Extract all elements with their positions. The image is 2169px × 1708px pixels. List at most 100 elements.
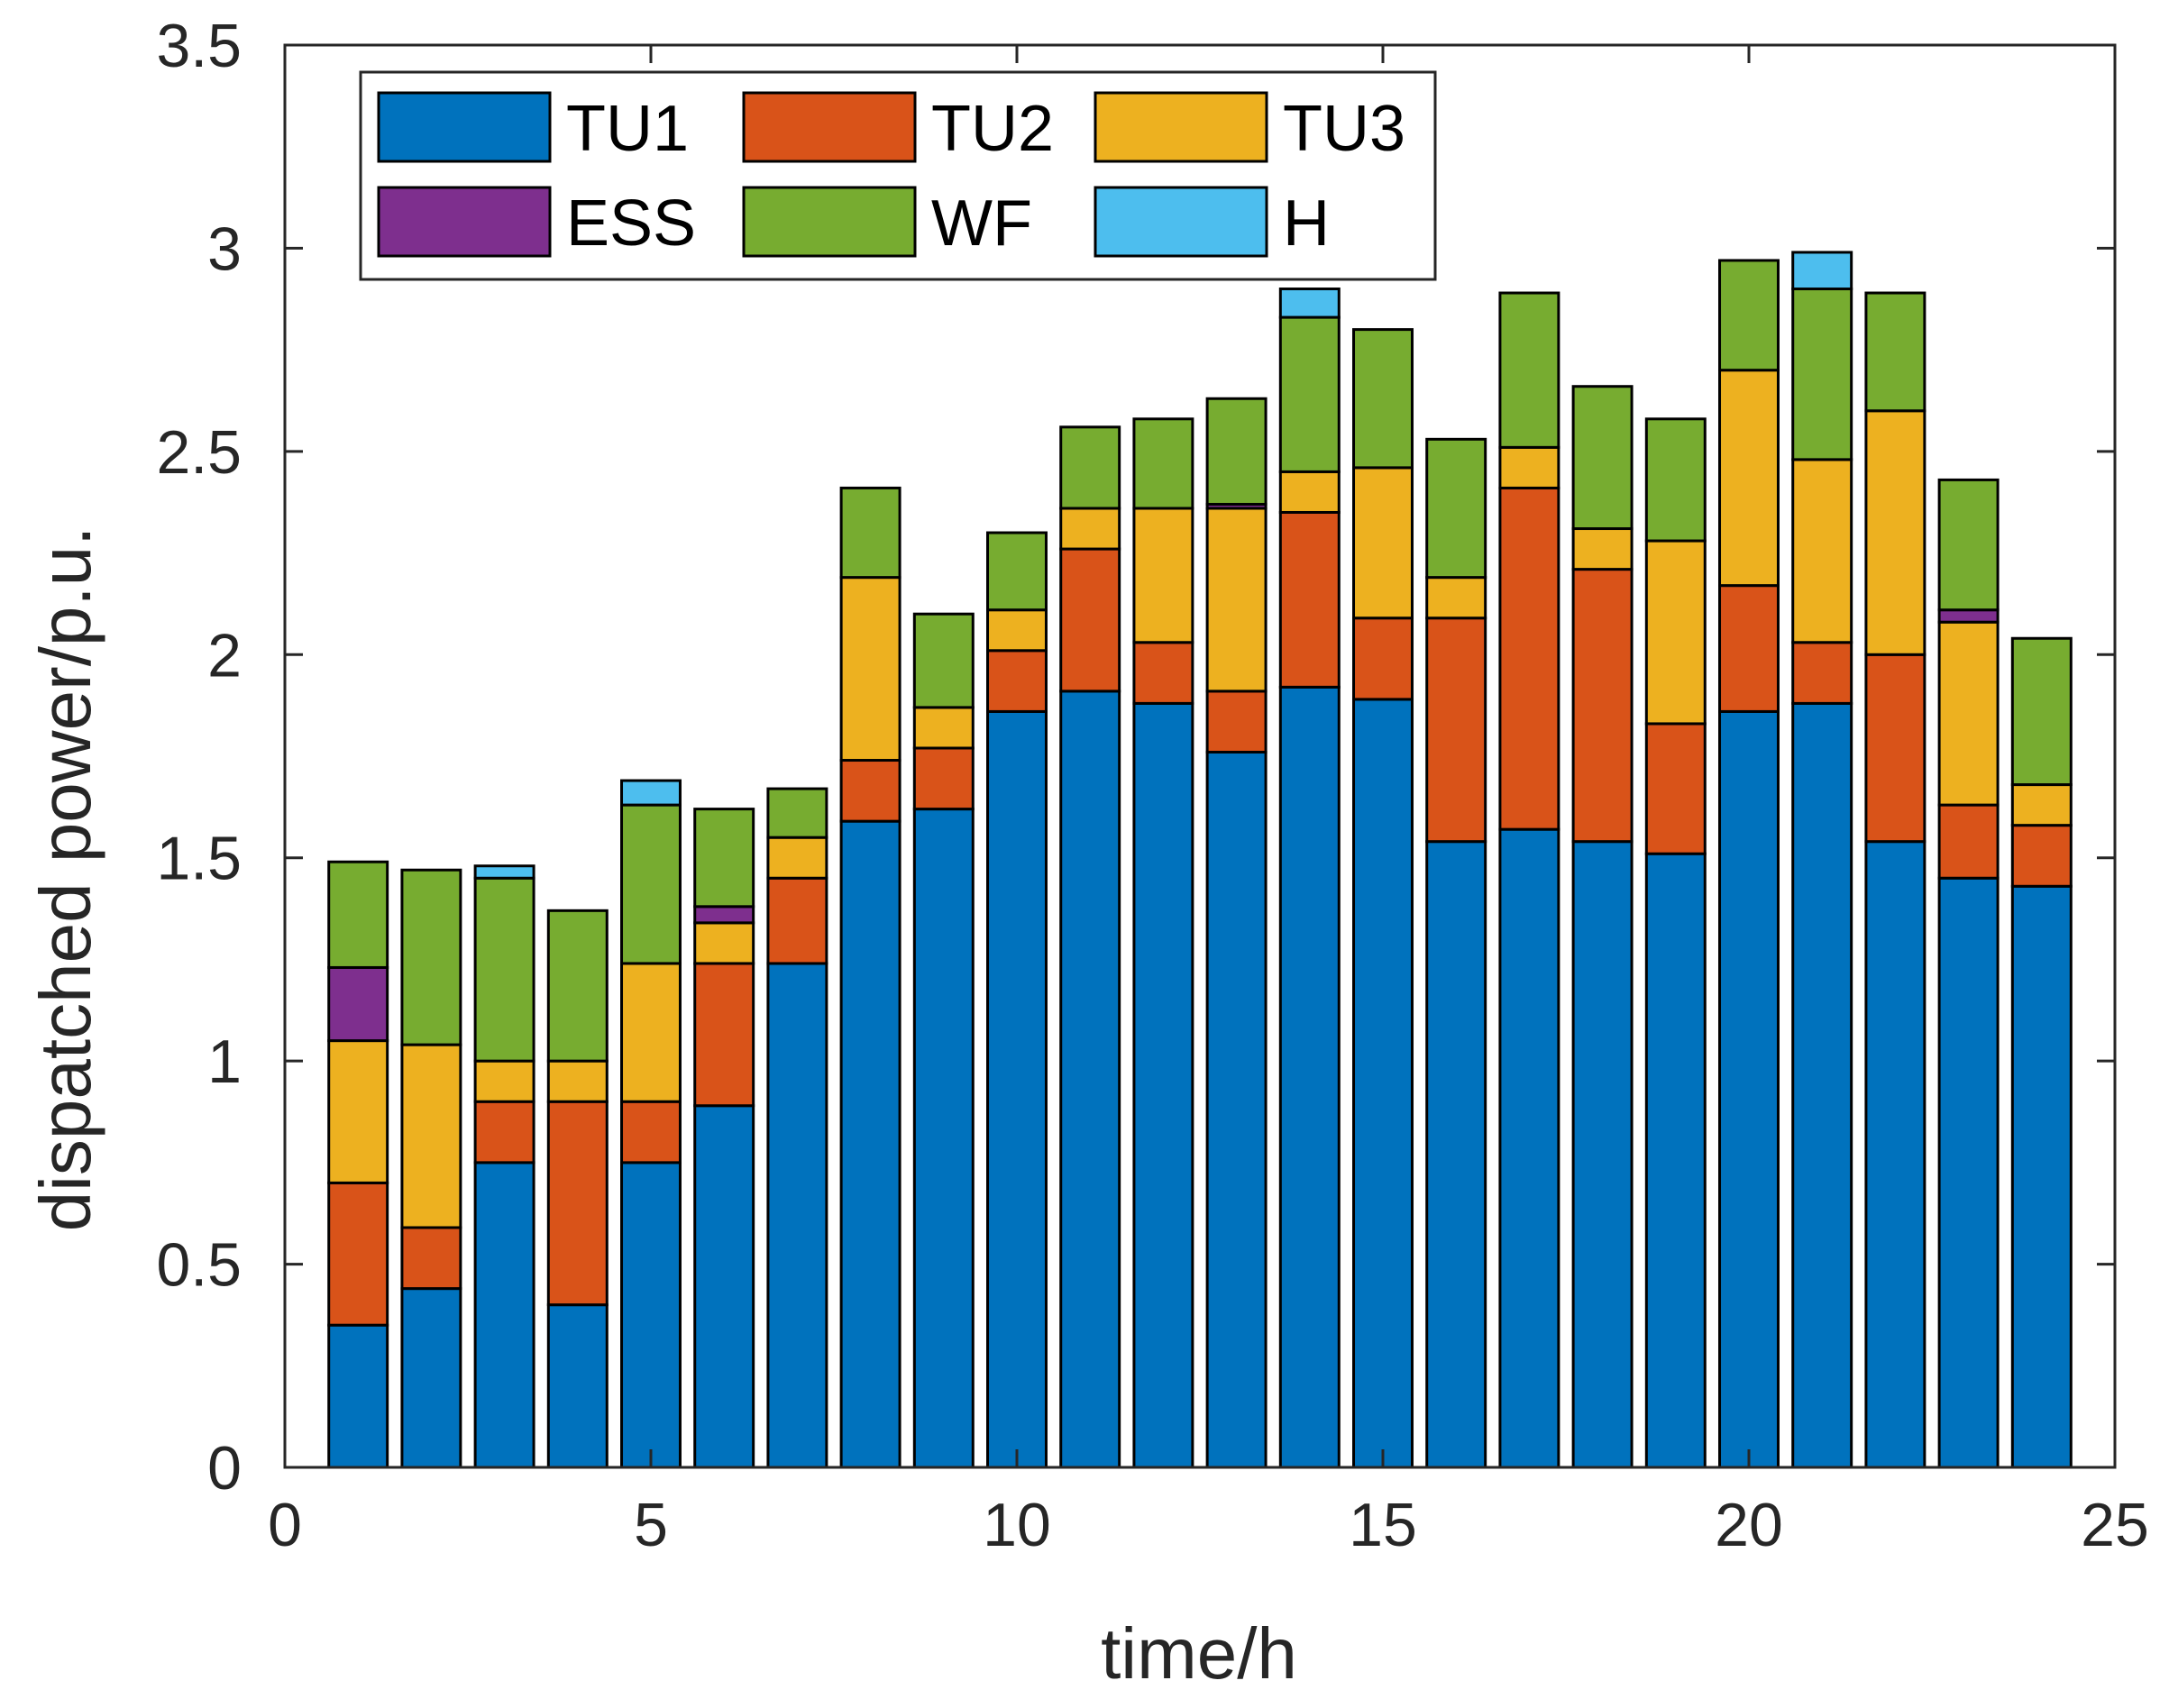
bar-tu3-t1	[327, 1039, 389, 1184]
bar-wf-t10	[986, 531, 1048, 612]
bar-tu2-t22	[1864, 653, 1926, 844]
bar-tu1-t4	[546, 1303, 609, 1469]
bar-tu3-t3	[473, 1059, 535, 1103]
y-tick-label-3.5: 3.5	[156, 12, 242, 80]
bar-wf-t16	[1425, 437, 1487, 580]
bar-tu3-t21	[1791, 458, 1853, 644]
bar-tu2-t23	[1937, 803, 2000, 880]
bar-h-t14	[1278, 288, 1341, 319]
bar-tu3-t14	[1278, 470, 1341, 514]
bar-tu2-t24	[2010, 824, 2073, 888]
bar-tu1-t10	[986, 709, 1048, 1469]
bar-tu1-t3	[473, 1161, 535, 1469]
bar-tu3-t4	[546, 1059, 609, 1103]
bar-tu2-t10	[986, 649, 1048, 713]
bar-tu2-t7	[766, 876, 828, 965]
bar-tu3-t24	[2010, 783, 2073, 827]
bar-tu2-t1	[327, 1181, 389, 1327]
bar-tu3-t9	[912, 706, 975, 750]
x-tick-label-5: 5	[634, 1491, 668, 1559]
bar-wf-t11	[1059, 425, 1121, 510]
bar-tu1-t6	[693, 1104, 755, 1469]
y-tick-label-2: 2	[207, 621, 242, 690]
bars-layer	[327, 251, 2073, 1469]
bar-tu1-t14	[1278, 685, 1341, 1469]
legend-swatch-tu1	[377, 91, 552, 163]
bar-wf-t3	[473, 876, 535, 1063]
bar-tu1-t18	[1571, 840, 1634, 1469]
ticks-layer: 0 5 10 15 20 25 0 0.5 1 1.5 2 2.5 3 3.5	[156, 12, 2148, 1559]
bar-tu1-t9	[912, 808, 975, 1469]
x-tick-label-15: 15	[1349, 1491, 1417, 1559]
bar-tu3-t12	[1132, 507, 1194, 644]
bar-wf-t20	[1718, 259, 1780, 372]
bar-h-t3	[473, 864, 535, 880]
x-axis-label: time/h	[1101, 1613, 1297, 1694]
bar-tu1-t11	[1059, 690, 1121, 1469]
bar-wf-t5	[620, 803, 682, 965]
bar-wf-t21	[1791, 288, 1853, 461]
bar-tu1-t22	[1864, 840, 1926, 1469]
bar-tu2-t3	[473, 1100, 535, 1165]
x-tick-label-20: 20	[1715, 1491, 1783, 1559]
bar-tu2-t13	[1205, 690, 1268, 754]
bar-wf-t17	[1498, 291, 1560, 449]
x-tick-label-0: 0	[268, 1491, 302, 1559]
bar-h-t21	[1791, 251, 1853, 291]
bar-wf-t24	[2010, 636, 2073, 787]
bar-tu3-t19	[1644, 539, 1707, 726]
bar-wf-t19	[1644, 417, 1707, 543]
bar-wf-t2	[400, 868, 462, 1046]
bar-tu3-t23	[1937, 620, 2000, 807]
bar-tu3-t10	[986, 608, 1048, 653]
bar-wf-t23	[1937, 478, 2000, 612]
bar-tu2-t8	[839, 759, 901, 823]
bar-wf-t9	[912, 612, 975, 709]
y-tick-label-1.5: 1.5	[156, 825, 242, 893]
plot-area-frame	[283, 43, 2117, 1469]
bar-tu2-t2	[400, 1226, 462, 1291]
bar-tu2-t5	[620, 1100, 682, 1165]
bar-tu2-t16	[1425, 617, 1487, 844]
legend-swatch-wf	[742, 186, 917, 258]
bar-tu1-t23	[1937, 876, 2000, 1469]
y-tick-label-0: 0	[207, 1434, 242, 1502]
bar-tu1-t5	[620, 1161, 682, 1469]
bar-tu1-t17	[1498, 827, 1560, 1469]
bar-tu1-t19	[1644, 852, 1707, 1469]
legend-label-tu2: TU2	[931, 93, 1054, 165]
y-axis-label: dispatched power/p.u.	[25, 526, 105, 1232]
bar-tu3-t7	[766, 836, 828, 880]
legend-label-ess: ESS	[566, 187, 696, 260]
bar-tu2-t15	[1352, 617, 1414, 701]
bar-tu3-t15	[1352, 466, 1414, 620]
bar-ess-t6	[693, 905, 755, 925]
bar-tu3-t11	[1059, 507, 1121, 551]
bar-tu1-t8	[839, 819, 901, 1469]
x-tick-label-10: 10	[983, 1491, 1051, 1559]
bar-tu3-t20	[1718, 369, 1780, 588]
bar-tu3-t13	[1205, 507, 1268, 693]
bar-tu2-t19	[1644, 722, 1707, 855]
legend-swatch-tu2	[742, 91, 917, 163]
bar-tu2-t14	[1278, 510, 1341, 689]
legend-swatch-ess	[377, 186, 552, 258]
bar-tu1-t15	[1352, 698, 1414, 1469]
bar-wf-t13	[1205, 397, 1268, 506]
bar-wf-t8	[839, 486, 901, 580]
y-tick-label-0.5: 0.5	[156, 1231, 242, 1300]
bar-tu1-t16	[1425, 840, 1487, 1469]
legend-swatch-h	[1094, 186, 1268, 258]
bar-tu3-t18	[1571, 527, 1634, 571]
bar-wf-t7	[766, 787, 828, 839]
legend-label-tu3: TU3	[1283, 93, 1405, 165]
bar-wf-t4	[546, 909, 609, 1063]
bar-h-t5	[620, 779, 682, 807]
bar-tu2-t9	[912, 746, 975, 811]
bar-tu3-t6	[693, 921, 755, 965]
bar-tu3-t16	[1425, 576, 1487, 620]
legend-swatch-tu3	[1094, 91, 1268, 163]
bar-tu3-t2	[400, 1043, 462, 1229]
